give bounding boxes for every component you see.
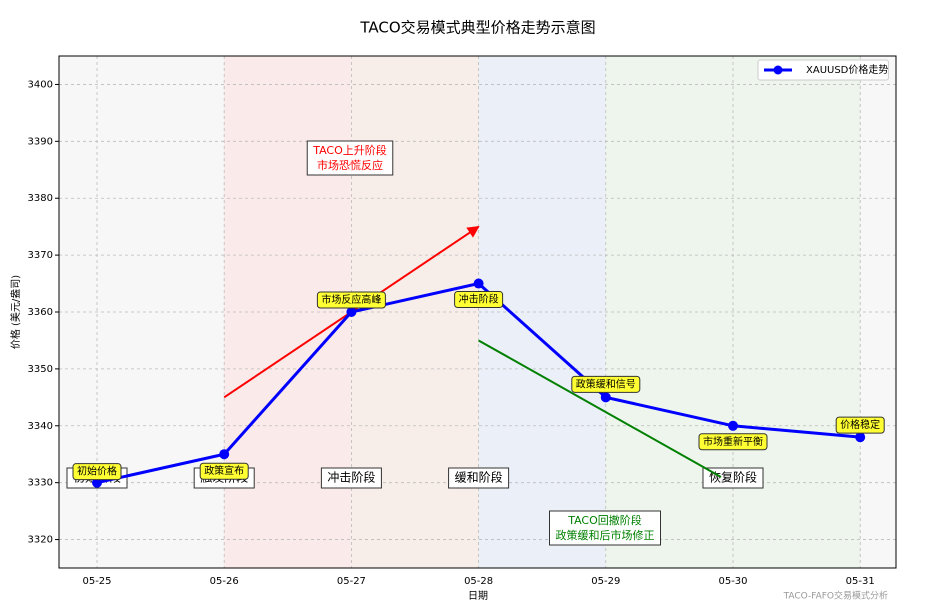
x-tick-label: 05-30: [718, 576, 747, 587]
phase-label-box: [320, 467, 382, 489]
x-tick-label: 05-28: [464, 576, 493, 587]
trend-annotation-box: [549, 510, 661, 546]
phase-label: 缓和阶段: [448, 467, 510, 489]
point-label: 市场重新平衡: [698, 433, 768, 451]
point-label: 市场反应高峰: [316, 291, 386, 309]
phase-label-box: [448, 467, 510, 489]
phase-label-box: [702, 467, 764, 489]
y-tick-label: 3320: [28, 535, 53, 546]
point-label-text: 政策宣布: [204, 464, 244, 477]
y-tick-label: 3370: [28, 250, 53, 261]
phase-label: 恢复阶段: [702, 467, 764, 489]
point-label-box: [72, 463, 122, 481]
point-label: 冲击阶段: [454, 291, 504, 309]
x-axis-label: 日期: [468, 590, 488, 602]
legend-box: [757, 59, 889, 81]
point-label-text: 冲击阶段: [459, 293, 499, 306]
y-tick-label: 3360: [28, 307, 53, 318]
data-point: [219, 449, 230, 460]
x-tick-label: 05-25: [82, 576, 111, 587]
point-label: 初始价格: [72, 463, 122, 481]
trend-annotation-text: 市场恐慌反应: [317, 158, 383, 172]
point-label-box: [454, 291, 504, 309]
data-point: [346, 307, 357, 317]
point-label-text: 市场重新平衡: [703, 435, 763, 448]
point-label: 政策宣布: [199, 462, 249, 480]
x-tick-label: 05-31: [846, 576, 875, 587]
phase-label-text: 冲击阶段: [327, 470, 375, 485]
y-tick-label: 3380: [28, 193, 53, 204]
x-tick-label: 05-27: [337, 576, 366, 587]
point-label-text: 市场反应高峰: [321, 293, 381, 306]
data-point: [855, 432, 866, 443]
trend-annotation-text: 政策缓和后市场修正: [556, 528, 655, 542]
y-axis-label: 价格 (美元/盎司): [9, 275, 22, 349]
point-label-box: [698, 433, 768, 451]
plot-frame: [58, 55, 897, 569]
phase-label: 冲击阶段: [320, 467, 382, 489]
data-point: [600, 392, 611, 403]
point-label: 政策缓和信号: [571, 375, 641, 393]
trend-arrow: [478, 339, 722, 478]
trend-annotation-text: TACO上升阶段: [312, 143, 387, 157]
point-label-text: 政策缓和信号: [576, 377, 636, 390]
phase-label-text: 恢复阶段: [709, 470, 757, 485]
point-label: 价格稳定: [835, 416, 885, 434]
y-tick-label: 3400: [28, 79, 53, 90]
chart-title: TACO交易模式典型价格走势示意图: [359, 19, 595, 37]
point-label-text: 初始价格: [77, 465, 117, 478]
x-tick-label: 05-29: [591, 576, 620, 587]
y-tick-label: 3340: [28, 421, 53, 432]
trend-annotation-text: TACO回撤阶段: [567, 513, 642, 527]
y-tick-label: 3390: [28, 136, 53, 147]
legend-marker: [773, 65, 783, 75]
point-label-box: [199, 462, 249, 480]
footer: TACO-FAFO交易模式分析: [783, 590, 888, 602]
point-label-box: [316, 291, 386, 309]
phase-label-text: 缓和阶段: [455, 470, 503, 485]
y-tick-label: 3330: [28, 478, 53, 489]
trend-annotation-box: [306, 140, 394, 176]
point-label-box: [571, 375, 641, 393]
point-label-box: [835, 416, 885, 434]
x-tick-label: 05-26: [210, 576, 239, 587]
data-point: [728, 420, 738, 431]
legend-label: XAUUSD价格走势: [806, 63, 888, 76]
y-tick-label: 3350: [28, 364, 53, 375]
data-point: [473, 278, 484, 289]
legend: XAUUSD价格走势: [757, 59, 889, 81]
point-label-text: 价格稳定: [840, 418, 880, 431]
